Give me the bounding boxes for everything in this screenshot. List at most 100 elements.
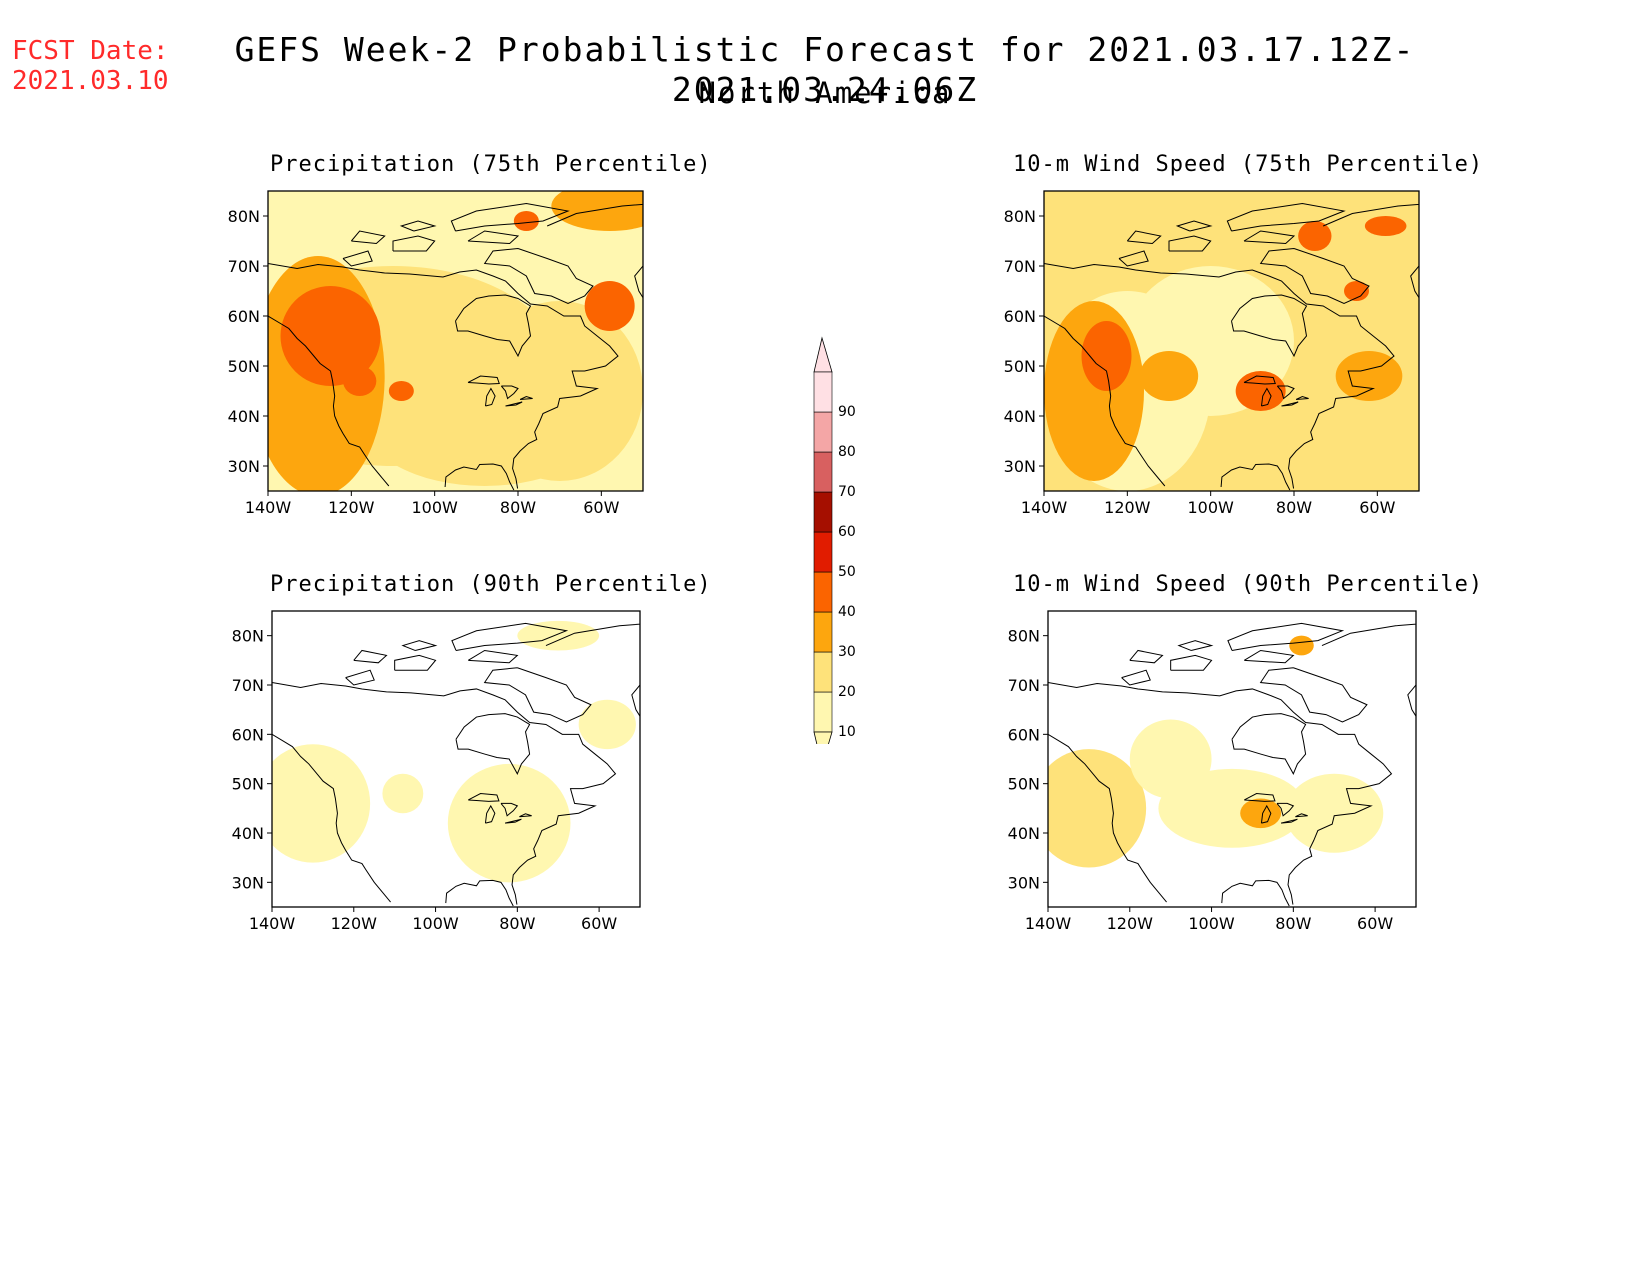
lon-tick-label: 100W xyxy=(1187,498,1234,517)
coastline xyxy=(1259,248,1370,305)
lat-tick-label: 70N xyxy=(1008,676,1040,695)
lon-tick-label: 60W xyxy=(1357,914,1393,933)
lat-tick-label: 30N xyxy=(228,457,260,476)
lon-tick-label: 140W xyxy=(1021,498,1068,517)
coastline xyxy=(1295,395,1309,400)
lat-tick-label: 60N xyxy=(1004,307,1036,326)
forecast-date-value: 2021.03.10 xyxy=(12,66,169,96)
coastline xyxy=(1244,649,1295,664)
lat-tick-label: 70N xyxy=(232,676,264,695)
colorbar-segment xyxy=(813,571,833,613)
colorbar-top-triangle xyxy=(813,336,833,373)
colorbar-label: 30 xyxy=(838,644,856,660)
coastline xyxy=(505,401,523,407)
map-frame xyxy=(1047,610,1417,908)
coastline xyxy=(450,202,570,232)
coastline xyxy=(1048,733,1167,903)
colorbar-segment xyxy=(813,531,833,573)
coastline xyxy=(1221,879,1290,907)
lat-tick-label: 40N xyxy=(228,407,260,426)
lat-tick-label: 70N xyxy=(228,257,260,276)
colorbar-label: 60 xyxy=(838,524,856,540)
lon-tick-label: 80W xyxy=(499,914,535,933)
coastline xyxy=(394,654,437,671)
lon-tick-label: 80W xyxy=(500,498,536,517)
colorbar-segment xyxy=(813,411,833,453)
coastline xyxy=(268,263,619,489)
coastline xyxy=(1231,713,1307,775)
coastline xyxy=(545,623,640,646)
map-frame xyxy=(271,610,641,908)
coastline xyxy=(1129,649,1164,664)
lat-tick-label: 80N xyxy=(232,627,264,646)
colorbar-label: 70 xyxy=(838,484,856,500)
coastline xyxy=(467,230,520,245)
coastline xyxy=(483,667,592,723)
lon-tick-label: 100W xyxy=(411,498,458,517)
coastline xyxy=(1231,294,1308,358)
coastline xyxy=(1276,385,1295,400)
coastline xyxy=(1259,667,1368,723)
map-precip-75: 80N 70N 60N 50N 40N 30N 140W 120W 100W 80W 60W xyxy=(228,190,644,517)
probability-area xyxy=(513,211,539,231)
coastline xyxy=(468,793,500,802)
coastline xyxy=(342,250,373,267)
forecast-date-label: FCST Date: xyxy=(12,36,169,66)
coastline xyxy=(1244,793,1276,802)
colorbar-label: 80 xyxy=(838,444,856,460)
coastline xyxy=(1410,265,1419,299)
lon-tick-label: 60W xyxy=(1359,498,1395,517)
colorbar-segment xyxy=(813,651,833,693)
coastline xyxy=(353,649,388,664)
colorbar-bottom-triangle xyxy=(813,731,833,744)
coastline xyxy=(1121,669,1151,686)
coastline xyxy=(401,640,438,651)
probability-area xyxy=(476,301,643,481)
colorbar-label: 40 xyxy=(838,604,856,620)
lat-tick-label: 60N xyxy=(1008,725,1040,744)
coastline xyxy=(1322,203,1419,227)
probability-area xyxy=(1285,773,1384,853)
lat-tick-label: 50N xyxy=(1008,775,1040,794)
map-precip-90: 80N 70N 60N 50N 40N 30N 140W 120W 100W 80W 60W xyxy=(232,610,641,933)
probability-area xyxy=(1081,321,1132,391)
coastline xyxy=(1280,818,1298,824)
coastline xyxy=(350,230,386,245)
colorbar-segment xyxy=(813,371,833,413)
coastline xyxy=(500,802,519,817)
coastline xyxy=(1281,401,1299,407)
coastline xyxy=(483,248,594,305)
coastline xyxy=(467,375,500,385)
coastline xyxy=(455,294,532,358)
lon-tick-label: 80W xyxy=(1275,914,1311,933)
lat-tick-label: 60N xyxy=(228,307,260,326)
lon-tick-label: 140W xyxy=(249,914,296,933)
coastline xyxy=(399,220,437,232)
coastline xyxy=(631,684,640,718)
probability-area xyxy=(280,286,381,386)
map-frame xyxy=(1043,190,1420,492)
probability-area xyxy=(1240,798,1282,829)
coastline xyxy=(1118,250,1149,267)
coastline xyxy=(1044,315,1166,487)
lat-tick-label: 40N xyxy=(1008,824,1040,843)
lon-tick-label: 120W xyxy=(1104,498,1151,517)
coastline xyxy=(468,649,519,664)
coastline xyxy=(345,669,375,686)
coastline xyxy=(451,622,569,651)
probability-area xyxy=(584,281,635,331)
probability-area xyxy=(551,191,643,231)
coastline xyxy=(546,203,643,227)
colorbar-segment xyxy=(813,491,833,533)
coastline xyxy=(484,804,496,824)
colorbar-label: 90 xyxy=(838,404,856,420)
coastline xyxy=(1044,263,1395,489)
coastline xyxy=(1407,684,1416,718)
coastline xyxy=(500,385,519,400)
coastline xyxy=(1321,623,1416,646)
coastline xyxy=(1220,463,1291,491)
page-subtitle: North America xyxy=(698,76,952,110)
coastline xyxy=(1170,654,1213,671)
forecast-date-block: FCST Date: 2021.03.10 xyxy=(12,36,169,96)
colorbar-label: 50 xyxy=(838,564,856,580)
